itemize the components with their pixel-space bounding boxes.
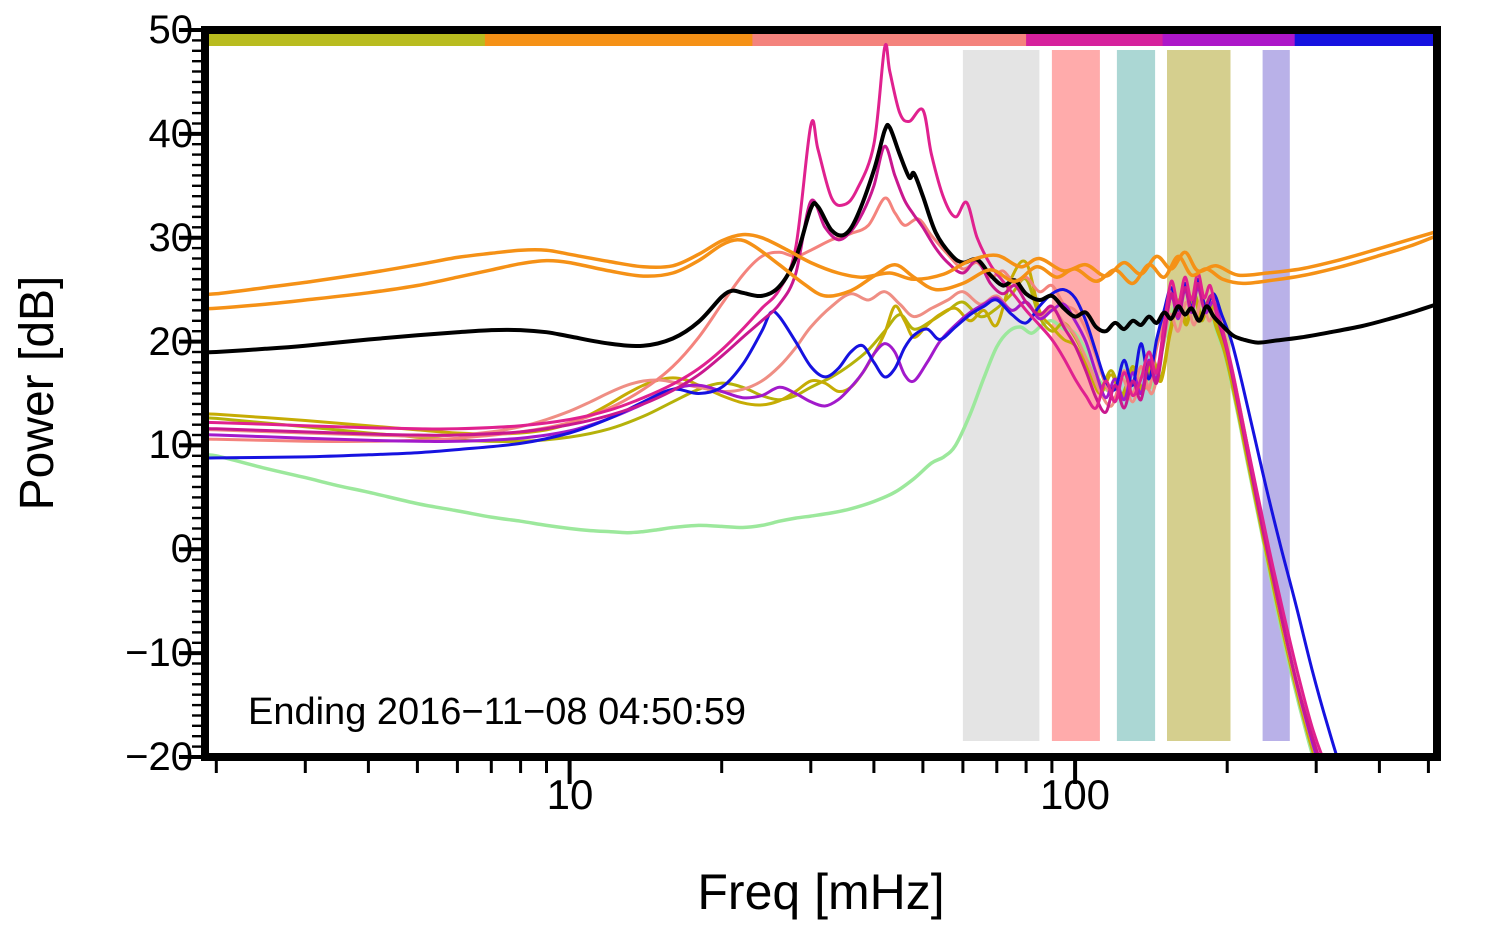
x-axis-title: Freq [mHz] — [697, 864, 945, 920]
series-magenta-a — [208, 43, 1323, 754]
band-gray — [962, 50, 1040, 741]
segment-purple — [1162, 34, 1296, 46]
spectra-curves — [208, 43, 1434, 754]
band-red — [1051, 50, 1100, 741]
segment-salmon — [752, 34, 1028, 46]
band-khaki — [1167, 50, 1231, 741]
segment-blue — [1294, 34, 1438, 46]
time-segment-bar — [205, 34, 1438, 46]
series-salmon-a — [208, 196, 1319, 754]
plot-frame — [201, 26, 1441, 761]
series-orange-a — [208, 230, 1434, 296]
axis-ticks — [179, 28, 1430, 784]
segment-orange — [484, 34, 754, 46]
segment-magenta — [1026, 34, 1164, 46]
segment-yellowgreen — [205, 34, 486, 46]
ending-timestamp-annotation: Ending 2016−11−08 04:50:59 — [248, 691, 746, 733]
series-salmon-b — [208, 290, 1318, 754]
